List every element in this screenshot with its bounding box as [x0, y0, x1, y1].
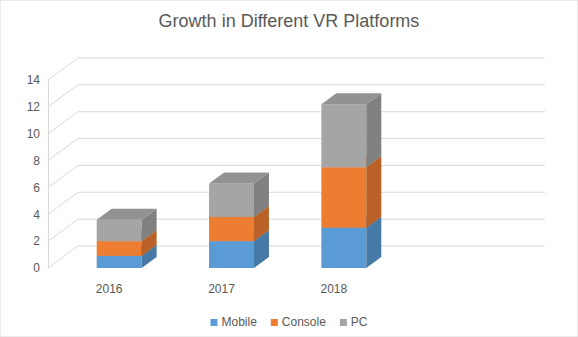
y-tick: 14 [27, 73, 48, 87]
bar-front [209, 217, 254, 241]
y-tick-label: 2 [33, 234, 40, 248]
y-tick-label: 8 [33, 154, 40, 168]
y-tick: 6 [33, 181, 48, 195]
bar-segment [97, 209, 157, 241]
grid-line [48, 139, 545, 161]
chart-container: Growth in Different VR Platforms 0 2 4 6 8 10 1… [0, 0, 578, 337]
grid [48, 58, 545, 268]
x-axis: 2016 2017 2018 [96, 282, 348, 296]
legend-item: PC [340, 315, 368, 329]
x-tick-label: 2016 [96, 282, 123, 296]
x-tick-label: 2018 [320, 282, 347, 296]
x-tick: 2018 [320, 282, 347, 296]
x-tick: 2016 [96, 282, 123, 296]
y-tick: 2 [33, 234, 48, 248]
bar-front [209, 241, 254, 268]
bar-front [321, 104, 366, 167]
bar-side [366, 156, 381, 227]
y-tick: 12 [27, 100, 48, 114]
chart-svg: Growth in Different VR Platforms 0 2 4 6 8 10 1… [0, 0, 578, 337]
y-tick-label: 0 [33, 261, 40, 275]
grid-line [48, 219, 545, 241]
chart-background [0, 0, 578, 337]
y-tick-label: 14 [27, 73, 41, 87]
x-tick-label: 2017 [208, 282, 235, 296]
y-tick-label: 10 [27, 127, 41, 141]
legend-label: Mobile [221, 315, 257, 329]
legend-item: Console [271, 315, 326, 329]
y-axis-line [48, 81, 49, 269]
bar-top [321, 93, 381, 104]
y-tick-label: 4 [33, 208, 40, 222]
y-tick: 0 [33, 261, 48, 275]
y-tick-label: 6 [33, 181, 40, 195]
grid-line [48, 85, 545, 107]
grid-line [48, 58, 545, 80]
y-tick-label: 12 [27, 100, 41, 114]
bar-side [366, 93, 381, 167]
legend-label: PC [351, 315, 368, 329]
y-tick: 10 [27, 127, 48, 141]
bar-top [97, 209, 157, 220]
y-tick: 8 [33, 154, 48, 168]
chart-title: Growth in Different VR Platforms [159, 11, 420, 31]
x-tick: 2017 [208, 282, 235, 296]
bar-top [209, 172, 269, 183]
grid-line [48, 165, 545, 187]
bar-front [97, 241, 142, 256]
y-axis: 0 2 4 6 8 10 12 14 [27, 73, 49, 275]
bar-segment [209, 172, 269, 217]
bar-front [97, 220, 142, 241]
legend-label: Console [282, 315, 326, 329]
legend-swatch [210, 319, 217, 326]
bar-front [209, 183, 254, 217]
bar-segment [321, 93, 381, 167]
legend-swatch [340, 319, 347, 326]
bar-front [321, 167, 366, 227]
y-tick: 4 [33, 208, 48, 222]
legend-swatch [271, 319, 278, 326]
legend-item: Mobile [210, 315, 257, 329]
legend: Mobile Console PC [210, 315, 367, 329]
bars [97, 93, 382, 268]
bar-front [97, 256, 142, 268]
grid-line [48, 112, 545, 134]
bar-front [321, 228, 366, 268]
